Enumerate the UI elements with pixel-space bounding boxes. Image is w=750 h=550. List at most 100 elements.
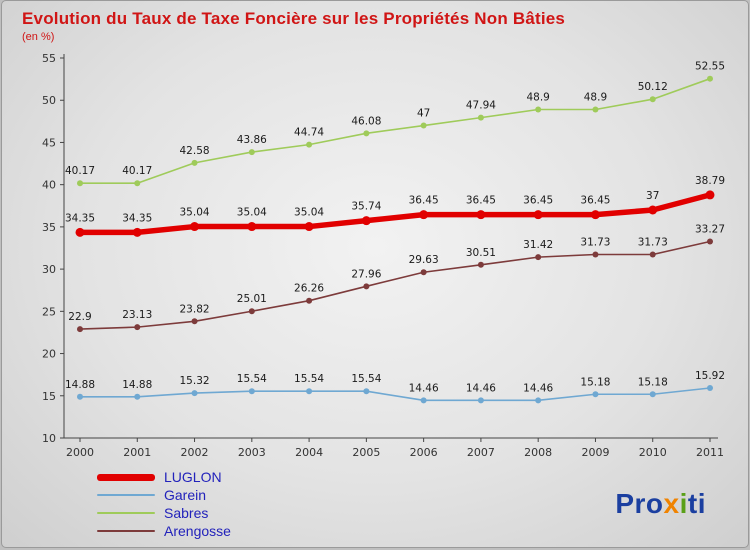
- y-tick-label: 50: [42, 94, 56, 107]
- chart-legend: LUGLON Garein Sabres Arengosse: [97, 468, 231, 540]
- legend-item-luglon: LUGLON: [97, 469, 231, 485]
- data-label: 31.73: [638, 237, 668, 249]
- data-label: 44.74: [294, 127, 324, 139]
- legend-swatch: [97, 512, 155, 514]
- data-point: [190, 222, 200, 232]
- data-label: 47: [417, 108, 430, 120]
- data-point: [649, 391, 656, 398]
- chart-footer: LUGLON Garein Sabres Arengosse Proxiti: [2, 468, 748, 540]
- data-label: 50.12: [638, 81, 668, 93]
- data-point: [77, 326, 83, 333]
- legend-label: Garein: [164, 487, 207, 503]
- data-label: 48.9: [526, 92, 549, 104]
- y-tick-label: 20: [42, 348, 56, 361]
- y-tick-label: 10: [42, 432, 56, 445]
- data-point: [361, 216, 371, 226]
- data-point: [420, 122, 427, 129]
- data-point: [304, 222, 314, 232]
- data-label: 35.74: [351, 201, 381, 213]
- data-label: 27.96: [351, 268, 381, 280]
- data-point: [419, 210, 429, 220]
- proxiti-logo: Proxiti: [615, 488, 706, 520]
- data-label: 26.26: [294, 283, 324, 295]
- data-point: [707, 385, 713, 392]
- x-tick-label: 2010: [639, 446, 667, 459]
- data-point: [363, 388, 370, 395]
- y-tick-label: 25: [42, 305, 56, 318]
- data-label: 40.17: [65, 165, 95, 177]
- y-tick-label: 45: [42, 136, 56, 149]
- chart-subtitle: (en %): [22, 31, 55, 43]
- data-point: [592, 106, 599, 113]
- data-label: 34.35: [122, 212, 152, 224]
- legend-item-arengosse: Arengosse: [97, 523, 231, 539]
- data-label: 34.35: [65, 212, 95, 224]
- data-point: [134, 180, 141, 187]
- data-point: [306, 297, 313, 304]
- data-label: 14.46: [523, 382, 553, 394]
- data-label: 14.88: [65, 379, 95, 391]
- series-line-arengosse: [79, 240, 711, 330]
- data-label: 47.94: [466, 100, 496, 112]
- series-line-garein: [79, 387, 711, 402]
- data-point: [535, 397, 542, 404]
- data-point: [590, 210, 600, 220]
- data-label: 15.18: [580, 376, 610, 388]
- data-point: [477, 114, 484, 121]
- data-point: [191, 159, 198, 166]
- data-label: 37: [646, 190, 659, 202]
- data-label: 31.73: [580, 237, 610, 249]
- y-tick-label: 30: [42, 263, 56, 276]
- data-point: [649, 96, 656, 103]
- x-tick-label: 2001: [123, 446, 151, 459]
- data-point: [248, 308, 255, 315]
- data-label: 15.54: [351, 373, 381, 385]
- data-label: 15.18: [638, 376, 668, 388]
- x-tick-label: 2002: [181, 446, 209, 459]
- x-tick-label: 2006: [410, 446, 438, 459]
- logo-part-2: x: [663, 488, 680, 519]
- data-label: 15.92: [695, 370, 725, 382]
- data-point: [77, 393, 83, 400]
- data-label: 36.45: [466, 195, 496, 207]
- x-tick-label: 2008: [524, 446, 552, 459]
- chart-header: Evolution du Taux de Taxe Foncière sur l…: [2, 1, 748, 43]
- data-point: [363, 283, 370, 290]
- legend-item-sabres: Sabres: [97, 505, 231, 521]
- data-label: 40.17: [122, 165, 152, 177]
- data-point: [247, 222, 257, 232]
- data-label: 30.51: [466, 247, 496, 259]
- x-tick-label: 2009: [581, 446, 609, 459]
- data-point: [132, 227, 142, 237]
- data-point: [306, 388, 313, 395]
- legend-swatch: [97, 494, 155, 496]
- data-point: [707, 75, 713, 82]
- series-line-sabres: [79, 77, 711, 185]
- y-tick-label: 40: [42, 179, 56, 192]
- logo-part-1: Pro: [615, 488, 664, 519]
- x-tick-label: 2011: [696, 446, 724, 459]
- data-label: 23.82: [180, 303, 210, 315]
- data-point: [420, 397, 427, 404]
- data-label: 36.45: [523, 195, 553, 207]
- legend-swatch: [97, 473, 155, 481]
- legend-label: Sabres: [164, 505, 209, 521]
- y-tick-label: 55: [42, 52, 56, 65]
- y-tick-label: 15: [42, 390, 56, 403]
- x-tick-label: 2007: [467, 446, 495, 459]
- chart-title: Evolution du Taux de Taxe Foncière sur l…: [22, 9, 566, 28]
- data-point: [420, 269, 427, 276]
- data-point: [75, 227, 85, 237]
- data-label: 15.54: [294, 373, 324, 385]
- data-label: 38.79: [695, 175, 725, 187]
- data-point: [477, 261, 484, 268]
- data-label: 48.9: [584, 92, 607, 104]
- data-label: 14.46: [409, 382, 439, 394]
- data-label: 43.86: [237, 134, 267, 146]
- data-label: 33.27: [695, 223, 725, 235]
- data-label: 15.54: [237, 373, 267, 385]
- data-point: [707, 238, 713, 245]
- data-point: [248, 388, 255, 395]
- data-point: [191, 390, 198, 397]
- data-point: [592, 251, 599, 258]
